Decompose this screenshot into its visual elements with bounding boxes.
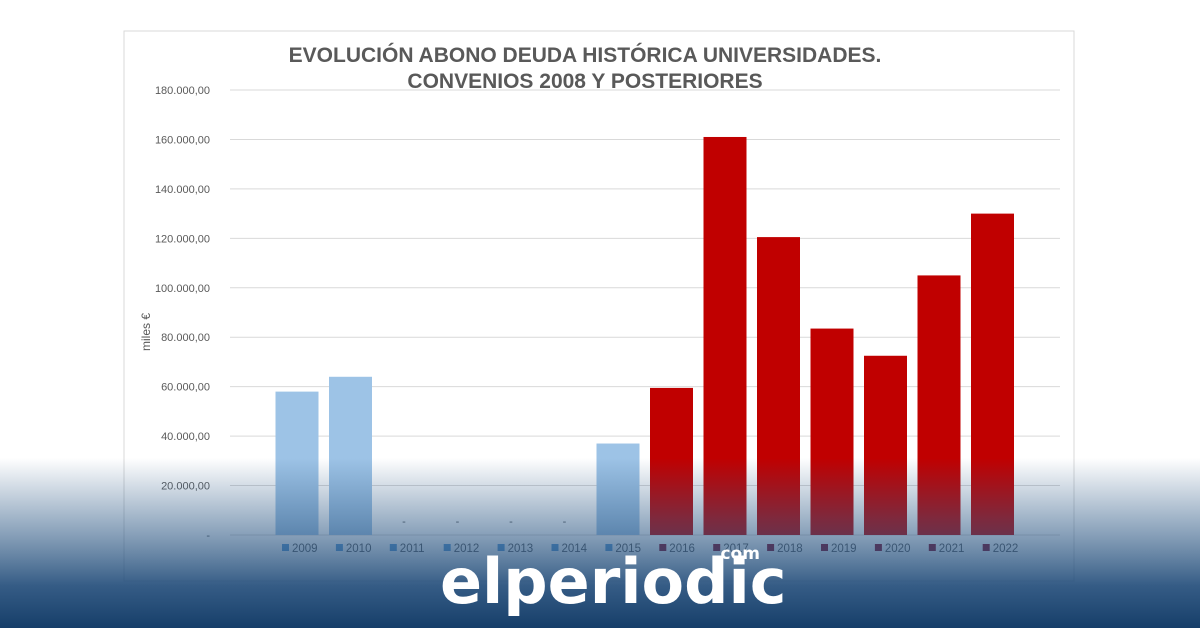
y-axis-label: miles € [139, 313, 153, 351]
chart-title: EVOLUCIÓN ABONO DEUDA HISTÓRICA UNIVERSI… [289, 43, 882, 67]
y-tick-label: 140.000,00 [155, 184, 210, 196]
y-tick-label: 120.000,00 [155, 233, 210, 245]
bottom-gradient-overlay [0, 458, 1200, 628]
y-tick-label: 160.000,00 [155, 134, 210, 146]
y-tick-label: 80.000,00 [161, 332, 210, 344]
y-tick-label: 100.000,00 [155, 283, 210, 295]
brand-logo-text: elperiodic [440, 545, 787, 618]
y-tick-label: 60.000,00 [161, 382, 210, 394]
brand-logo-suffix: .com [714, 544, 760, 564]
y-tick-label: 180.000,00 [155, 85, 210, 97]
y-tick-label: 40.000,00 [161, 431, 210, 443]
brand-logo: elperiodic .com [440, 544, 787, 618]
chart-subtitle: CONVENIOS 2008 Y POSTERIORES [407, 70, 762, 93]
